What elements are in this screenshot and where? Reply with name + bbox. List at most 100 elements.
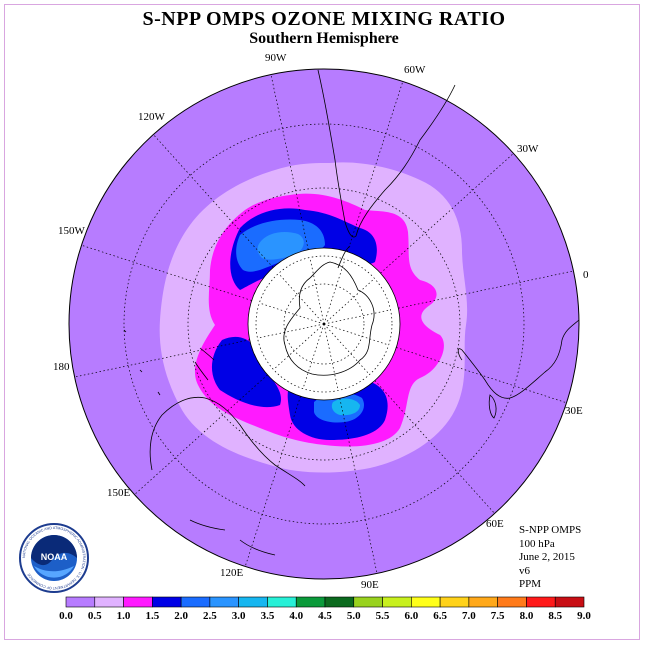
meridian-line [398,270,574,309]
colorbar-cell [526,596,556,608]
meridian-line [339,398,378,574]
lat-circle-70s [255,255,393,393]
noaa-logo: NOAA NATIONAL OCEANIC AND ATMOSPHERIC AD… [19,523,89,593]
colorbar-tick-label: 7.5 [491,610,505,622]
lat-circle-60s [187,187,461,461]
meridian-line-inner [323,323,370,375]
lon-label-120w: 120W [138,111,166,123]
figure-frame [4,4,640,640]
lon-label-90w: 90W [265,52,287,64]
meridian-line-inner [257,323,325,339]
new-zealand [194,347,215,381]
lon-label-150w: 150W [58,225,86,237]
lon-label-60w: 60W [404,64,426,76]
meridian-line [244,396,301,567]
logo-bird-icon [31,535,77,566]
colorbar-cell [411,596,441,608]
lon-label-30w: 30W [517,143,539,155]
colorbar-tick-label: 2.5 [203,610,217,622]
colorbar-tick-label: 2.0 [174,610,188,622]
colorbar-tick-label: 4.0 [289,610,303,622]
info-date: June 2, 2015 [519,551,575,563]
meridian-line-inner [323,323,389,346]
colorbar-tick-label: 8.0 [520,610,534,622]
south-america-coast [317,69,456,238]
meridian-line-inner [302,323,325,389]
colorbar-tick-label: 3.0 [232,610,246,622]
colorbar-cell [295,596,326,608]
meridian-line [374,380,495,514]
map-title: S-NPP OMPS OZONE MIXING RATIO [142,8,506,30]
colorbar-cell [238,596,268,608]
map-subtitle: Southern Hemisphere [249,30,399,47]
lat-circle-50s [123,123,525,525]
meridian-line-inner [259,302,325,325]
colorbar-cell [439,596,470,608]
antarctica-coastline [283,261,375,376]
logo-wave-icon [34,566,74,578]
lon-label-120e: 120E [220,567,244,579]
colorbar-tick-label: 8.5 [548,610,562,622]
indonesia [189,519,276,556]
meridian-line-inner [309,257,325,325]
colorbar-cell [267,596,297,608]
continents [123,69,580,556]
colorbar-cell [554,596,585,608]
colorbar-tick-label: 6.0 [404,610,418,622]
africa-coast [457,319,580,399]
colorbar-tick-label: 4.5 [318,610,332,622]
australia-coast [149,396,306,487]
lon-label-90e: 90E [361,579,379,591]
meridian-line-inner [278,273,325,325]
meridian-line-inner [323,309,391,325]
info-version: v6 [519,564,530,577]
lon-label-150e: 150E [107,487,131,499]
lon-label-180: 180 [53,361,70,373]
meridian-line [347,81,404,252]
colorbar-cell [497,596,527,608]
logo-text: NOAA [41,552,68,562]
colorbar-cell [209,596,239,608]
meridian-line [153,134,274,268]
meridian-line-inner [273,323,325,370]
colorbar-cell [324,596,355,608]
colorbar-tick-label: 0.5 [88,610,102,622]
colorbar-tick-label: 9.0 [577,610,591,622]
colorbar-tick-label: 1.0 [117,610,131,622]
meridian-line-inner [323,278,375,325]
meridian-line [81,244,252,301]
colorbar-cell [152,596,182,608]
colorbar-tick-label: 0.0 [59,610,73,622]
africa-madagascar [488,394,497,419]
lon-label-60e: 60E [486,518,504,530]
colorbar-tick-label: 3.5 [261,610,275,622]
colorbar-cell [180,596,211,608]
colorbar-tick-label: 5.0 [347,610,361,622]
colorbar-cell [468,596,498,608]
info-units: PPM [519,578,542,590]
ozone-band-2-5-upper [257,232,304,260]
info-instrument: S-NPP OMPS [519,524,582,536]
ozone-band-1-5-lower-left [211,336,281,408]
info-block: S-NPP OMPS 100 hPa June 2, 2015 v6 PPM [519,524,581,592]
info-level: 100 hPa [519,537,555,550]
colorbar-cell [65,596,96,608]
colorbar-cell [94,596,124,608]
lat-circle-80s [283,283,365,365]
meridian-line [74,339,250,378]
colorbar-tick-label: 1.5 [145,610,159,622]
meridian-line [380,153,514,274]
islands-pacific [123,329,161,396]
meridian-line-inner [323,323,339,391]
lon-label-30e: 30E [565,405,583,417]
colorbar-tick-label: 7.0 [462,610,476,622]
colorbar-cell [382,596,412,608]
lon-label-0: 0 [583,269,589,281]
meridian-line [270,74,309,250]
meridian-line [134,374,268,495]
colorbar-tick-label: 6.5 [433,610,447,622]
colorbar-cell [353,596,383,608]
colorbar-tick-label: 5.5 [376,610,390,622]
